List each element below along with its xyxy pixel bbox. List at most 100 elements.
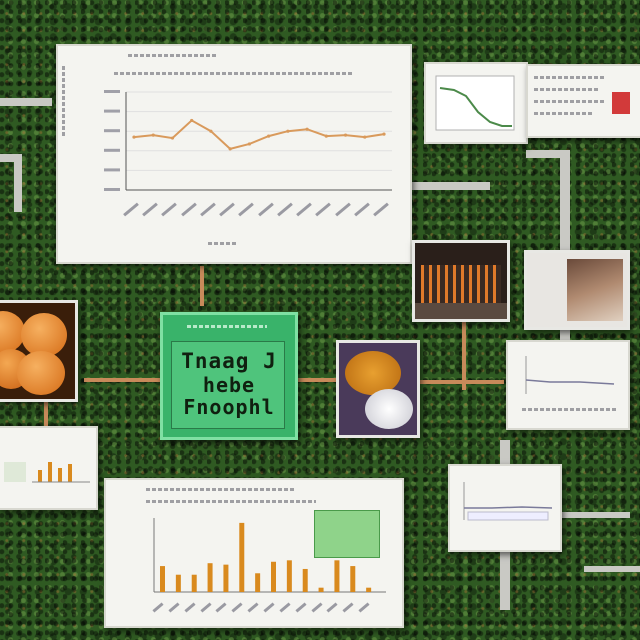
pipe-right-vertical (560, 150, 570, 340)
y-tick-mark (104, 148, 120, 152)
rubble-photo (524, 250, 630, 330)
sign-line-3: Fnoophl (183, 395, 275, 419)
x-tick-label (257, 202, 274, 217)
bar (255, 573, 261, 592)
lower-right-chart (463, 482, 553, 521)
sign-line-2: hebe (202, 373, 256, 397)
data-point (363, 135, 367, 139)
sign-header-scribble (187, 325, 267, 328)
bar (334, 560, 340, 592)
data-point (343, 133, 348, 137)
series-line (133, 119, 385, 150)
lower-right-panel (448, 464, 562, 552)
small-trend-panel (424, 62, 528, 144)
x-axis-label-scribble (208, 242, 238, 245)
wire-top-center (200, 266, 204, 306)
green-sign: Tnaag J hebe Fnoophl (160, 312, 298, 440)
note-line (534, 112, 594, 115)
bar-chart (153, 518, 386, 593)
y-tick-mark (104, 90, 120, 93)
bar-tick-label (326, 602, 338, 613)
small-trend-chart (435, 75, 515, 131)
x-tick-label (296, 202, 312, 217)
rice-pile (345, 351, 401, 395)
data-point (286, 129, 290, 133)
bar (207, 563, 213, 592)
note-line (534, 88, 598, 91)
y-tick-mark (104, 109, 120, 113)
x-tick-label (219, 202, 235, 217)
data-point (267, 134, 271, 138)
bar-tick-label (152, 602, 164, 613)
bar (350, 566, 356, 592)
data-point (382, 132, 386, 136)
industrial-floor (415, 303, 507, 319)
left-small-bar-panel (0, 426, 98, 510)
y-tick-mark (104, 168, 120, 172)
orange-fruit (17, 351, 65, 395)
rubble (567, 259, 623, 321)
y-tick-mark (104, 129, 120, 133)
pipe-right-top (526, 150, 570, 158)
bar-tick-label (311, 602, 323, 613)
bar-tick-label (295, 602, 307, 613)
bar (175, 574, 181, 592)
data-point (209, 129, 213, 133)
right-line-panel (506, 340, 630, 430)
bar (302, 568, 308, 592)
chart-title-scribble (128, 54, 218, 57)
pipe-left-horizontal (0, 154, 22, 162)
x-tick-label (353, 202, 370, 217)
x-tick-label (123, 202, 139, 217)
sign-line-1: Tnaag J (181, 349, 277, 373)
wire-left-mid (84, 378, 160, 382)
bar-subtitle-scribble (146, 500, 316, 503)
data-point (305, 127, 309, 131)
x-tick-label (161, 202, 178, 217)
bar-tick-label (358, 602, 370, 613)
note-line (534, 100, 606, 103)
x-tick-label (180, 202, 197, 217)
x-tick-label (373, 202, 389, 217)
line-chart-panel (56, 44, 412, 264)
industrial-photo (412, 240, 510, 322)
x-tick-label (276, 202, 293, 217)
wire-vertical-right (462, 320, 466, 390)
bar (239, 522, 245, 592)
bar (223, 564, 229, 592)
left-small-bar-chart (4, 462, 90, 483)
x-tick-label (238, 202, 255, 217)
oranges-photo (0, 300, 78, 402)
bar (191, 574, 197, 592)
y-tick-mark (104, 188, 120, 191)
x-tick-label (334, 202, 351, 217)
pipe-right-mid (410, 182, 490, 190)
bar (366, 587, 372, 592)
bar (160, 566, 165, 592)
bar-tick-label (215, 602, 227, 613)
y-axis-scribble (62, 66, 65, 136)
wire-right-mid (416, 380, 504, 384)
data-point (170, 136, 175, 140)
wire-center-right (292, 378, 338, 382)
pipe-bottom-right-h (560, 512, 630, 518)
x-tick-label (200, 202, 216, 217)
bar-tick-label (342, 602, 354, 613)
data-point (132, 135, 136, 139)
axis-labels-scribble (522, 408, 618, 411)
orange-fruit (21, 313, 67, 357)
data-point (190, 118, 194, 123)
bar-tick-label (279, 602, 291, 613)
line-chart (104, 90, 392, 191)
x-tick-label (315, 202, 332, 217)
bar (286, 560, 292, 592)
chart-subtitle-scribble (114, 72, 354, 75)
bar-tick-label (168, 602, 180, 613)
data-point (324, 134, 328, 138)
bar-tick-label (263, 602, 275, 613)
bar-title-scribble (146, 488, 296, 491)
data-point (228, 147, 232, 151)
bar-legend-box (314, 510, 380, 558)
note-line (534, 76, 604, 79)
